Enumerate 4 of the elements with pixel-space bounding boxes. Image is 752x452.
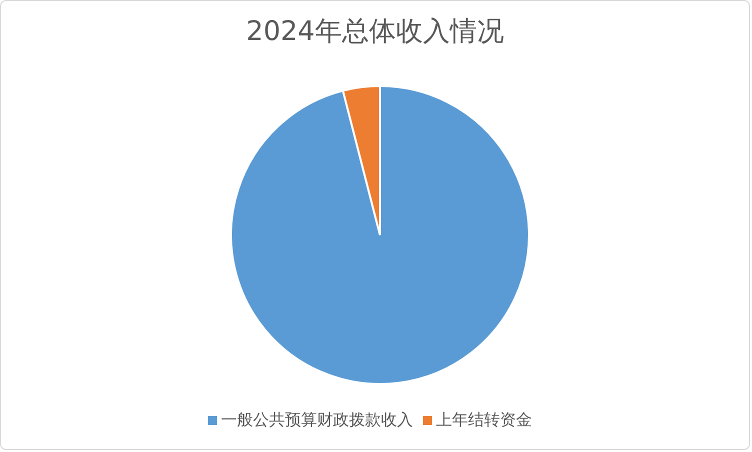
chart-title: 2024年总体收入情况 [245,15,505,49]
legend-label: 上年结转资金 [436,410,532,429]
pie-slice [230,85,530,385]
legend-label: 一般公共预算财政拨款收入 [221,410,413,429]
